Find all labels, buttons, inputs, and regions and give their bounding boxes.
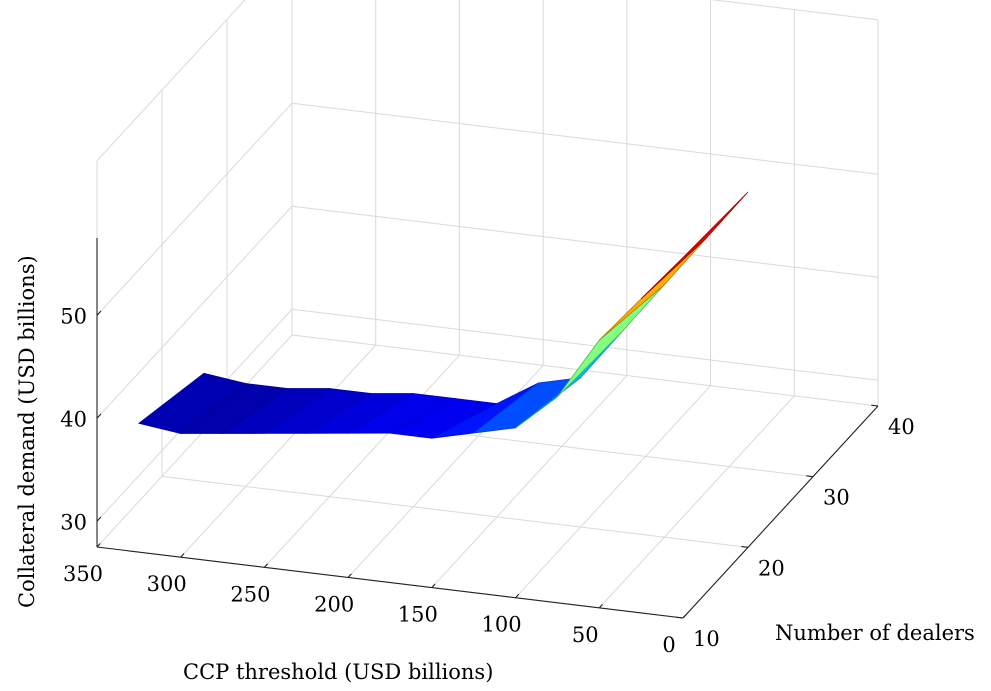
x-tick-mark-3 (431, 583, 436, 588)
grid-line-back-wall-z-2 (291, 102, 879, 175)
grid-line-left-wall-z-3 (96, 0, 246, 162)
z-tick-mark-0 (96, 516, 102, 522)
x-axis-label: CCP threshold (USD billions) (183, 660, 493, 684)
grid-line-floor-x-6 (180, 344, 377, 558)
surface-layer (137, 191, 749, 439)
z-tick-mark-2 (96, 310, 102, 316)
y-axis-line (682, 405, 879, 619)
z-axis-label: Collateral demand (USD billions) (15, 255, 39, 608)
grid-line-floor-x-1 (598, 395, 795, 609)
x-axis-line (96, 546, 684, 619)
grid-line-floor-y-1 (161, 475, 749, 548)
x-tick-mark-4 (347, 573, 352, 578)
z-tick-label-1: 40 (60, 407, 87, 431)
x-tick-mark-1 (598, 603, 603, 609)
grid-line-left-wall-z-2 (96, 102, 293, 316)
x-tick-mark-2 (515, 593, 520, 599)
y-tick-mark-1 (741, 545, 749, 548)
x-tick-mark-0 (682, 614, 687, 619)
x-tick-label-7: 350 (63, 562, 103, 586)
grid-line-back-wall-z-1 (291, 205, 879, 278)
surface-patch-0-2 (557, 284, 665, 398)
grid-line-back-wall-z-0 (291, 308, 879, 381)
z-tick-label-0: 30 (60, 510, 87, 534)
grid-line-back-wall-z-3 (710, 0, 879, 21)
label-layer: CCP threshold (USD billions) Number of d… (15, 255, 975, 684)
y-tick-label-1: 20 (758, 556, 785, 580)
x-tick-label-2: 100 (482, 613, 522, 637)
y-tick-label-3: 40 (888, 415, 915, 439)
x-tick-label-1: 50 (572, 623, 599, 647)
y-tick-label-0: 10 (693, 627, 720, 651)
y-tick-mark-3 (871, 404, 879, 407)
grid-line-left-wall-z-1 (96, 205, 293, 419)
z-tick-mark-1 (96, 413, 102, 419)
grid-layer (96, 0, 879, 619)
x-tick-label-6: 300 (147, 572, 187, 596)
x-tick-mark-5 (264, 563, 269, 568)
grid-line-floor-x-5 (264, 354, 460, 568)
y-tick-mark-2 (806, 475, 814, 478)
x-tick-label-0: 0 (662, 633, 675, 657)
axis-layer (96, 238, 879, 619)
grid-line-floor-x-3 (431, 375, 628, 588)
y-tick-mark-0 (676, 616, 684, 619)
x-tick-label-4: 200 (314, 592, 354, 616)
y-tick-label-2: 30 (823, 486, 850, 510)
z-tick-label-2: 50 (60, 304, 87, 328)
y-axis-label: Number of dealers (775, 621, 975, 645)
x-tick-label-3: 150 (398, 603, 438, 627)
grid-line-floor-x-7 (96, 334, 293, 548)
x-tick-label-5: 250 (230, 582, 270, 606)
surface-patch-0-0 (640, 191, 749, 300)
grid-line-floor-x-2 (515, 385, 711, 599)
x-tick-mark-6 (180, 553, 185, 558)
x-tick-mark-7 (96, 543, 101, 548)
